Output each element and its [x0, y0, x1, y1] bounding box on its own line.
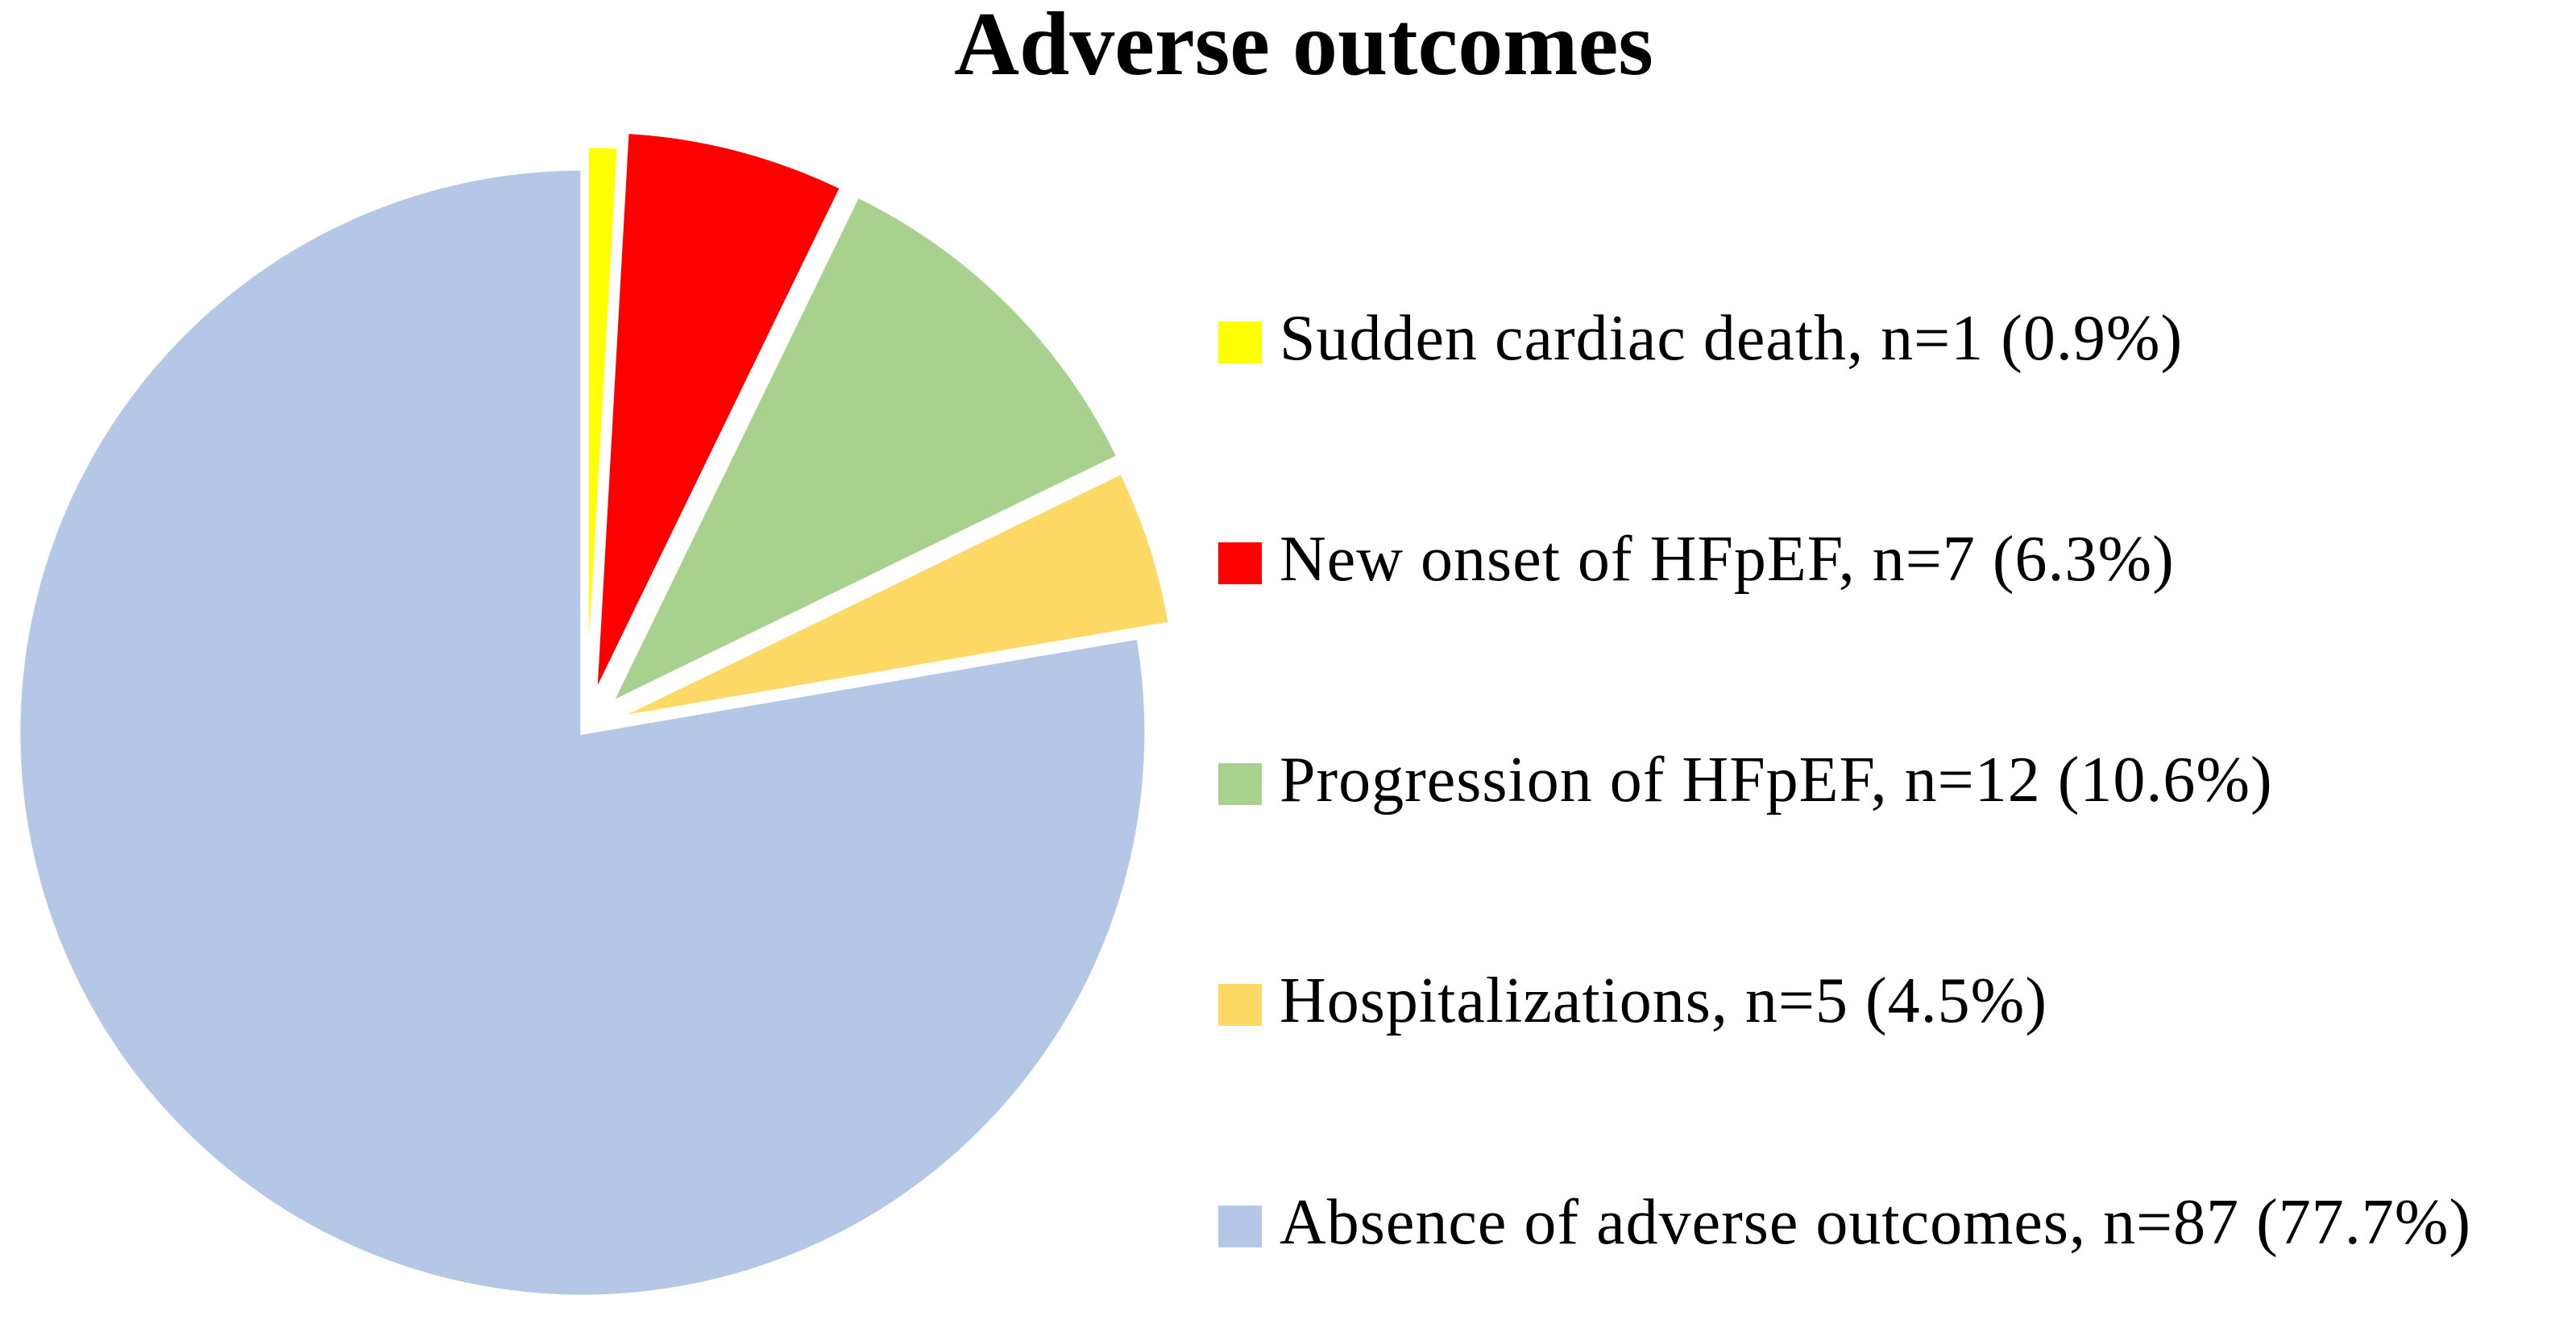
legend-item-2: Progression of HFpEF, n=12 (10.6%)	[1218, 748, 2273, 814]
legend-item-0: Sudden cardiac death, n=1 (0.9%)	[1218, 306, 2183, 372]
legend-swatch-icon	[1218, 763, 1262, 805]
chart-title: Adverse outcomes	[954, 0, 1653, 94]
legend-item-1: New onset of HFpEF, n=7 (6.3%)	[1218, 527, 2175, 593]
legend-swatch-icon	[1218, 984, 1262, 1026]
pie-slices	[16, 129, 1173, 1299]
legend-label: New onset of HFpEF, n=7 (6.3%)	[1280, 524, 2175, 595]
legend-label: Progression of HFpEF, n=12 (10.6%)	[1280, 745, 2273, 816]
legend-swatch-icon	[1218, 1206, 1262, 1247]
legend-label: Absence of adverse outcomes, n=87 (77.7%…	[1280, 1187, 2472, 1258]
legend-label: Hospitalizations, n=5 (4.5%)	[1280, 965, 2047, 1036]
legend-swatch-icon	[1218, 322, 1262, 363]
legend-label: Sudden cardiac death, n=1 (0.9%)	[1280, 303, 2184, 374]
legend-item-3: Hospitalizations, n=5 (4.5%)	[1218, 969, 2047, 1035]
legend-swatch-icon	[1218, 542, 1262, 584]
pie-slice-0	[585, 143, 621, 711]
legend-item-4: Absence of adverse outcomes, n=87 (77.7%…	[1218, 1190, 2471, 1256]
pie-slice-3	[613, 469, 1173, 721]
pie-slice-4	[16, 166, 1149, 1299]
pie-slice-1	[593, 129, 844, 696]
pie-slice-2	[606, 193, 1122, 708]
